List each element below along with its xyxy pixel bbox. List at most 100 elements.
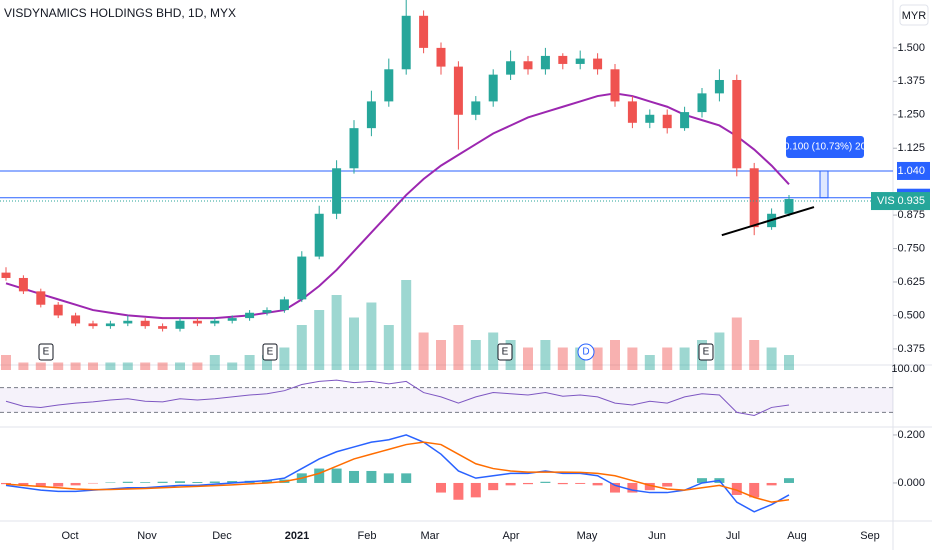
candle-body — [1, 272, 11, 278]
candle-body — [645, 114, 655, 123]
volume-bar — [366, 302, 377, 370]
volume-bar — [610, 340, 620, 370]
volume-bar — [35, 362, 46, 370]
candle-body — [314, 213, 324, 257]
candle-body — [697, 93, 707, 113]
macd-histogram — [262, 480, 272, 483]
y-tick-label: 0.200 — [897, 429, 925, 441]
macd-histogram — [731, 482, 742, 495]
event-marker[interactable] — [262, 343, 278, 361]
volume-bar — [175, 362, 185, 370]
x-tick-label: Feb — [358, 530, 377, 542]
candle-body — [732, 79, 742, 169]
measure-area — [819, 170, 829, 199]
macd-histogram — [523, 482, 533, 485]
candle-body — [53, 304, 63, 316]
candle-body — [784, 199, 794, 214]
y-tick-label: 1.375 — [897, 75, 925, 87]
x-tick-label: Dec — [212, 530, 232, 542]
macd-histogram — [18, 482, 29, 486]
volume-bar — [314, 310, 325, 370]
macd-histogram — [540, 481, 551, 483]
macd-histogram — [749, 482, 760, 498]
volume-bar — [331, 295, 342, 370]
candle-body — [279, 299, 289, 311]
y-tick-label: 1.125 — [897, 142, 925, 154]
candle-body — [488, 74, 498, 102]
y-tick-label: 0.500 — [897, 309, 925, 321]
volume-bar — [1, 355, 11, 370]
price-label-box — [897, 161, 930, 180]
measure-box — [786, 136, 864, 158]
macd-histogram — [366, 470, 377, 483]
currency-box[interactable] — [899, 4, 929, 26]
symbol-label: VIS — [877, 195, 895, 207]
macd-histogram — [122, 481, 133, 483]
macd-histogram — [610, 482, 620, 493]
candle-body — [506, 61, 516, 75]
volume-bar — [122, 362, 133, 370]
volume-bar — [488, 332, 499, 370]
candle-body — [210, 320, 220, 324]
moving-average — [5, 92, 790, 320]
macd-histogram — [592, 482, 603, 486]
event-marker[interactable] — [577, 343, 595, 361]
candle-body — [384, 69, 394, 102]
candle-body — [105, 323, 115, 327]
candle-body — [227, 318, 237, 321]
candle-body — [262, 310, 272, 313]
candle-body — [523, 61, 533, 70]
macd-histogram — [1, 482, 11, 485]
volume-bar — [140, 362, 151, 370]
macd-histogram — [209, 481, 220, 483]
macd-histogram — [470, 482, 481, 498]
chart-title: VISDYNAMICS HOLDINGS BHD, 1D, MYX — [4, 6, 236, 20]
volume-bar — [157, 362, 168, 370]
volume-bar — [540, 340, 551, 370]
y-tick-label: 0.000 — [897, 477, 925, 489]
currency[interactable]: MYR — [902, 10, 927, 22]
volume-bar — [279, 347, 290, 370]
macd-histogram — [697, 478, 707, 483]
volume-bar — [262, 355, 272, 370]
macd-line — [5, 434, 790, 513]
candle-body — [593, 58, 603, 70]
candle-body — [245, 312, 255, 319]
volume-bar — [70, 362, 81, 370]
macd-histogram — [227, 481, 238, 483]
volume-bar — [714, 332, 725, 370]
candle-body — [192, 320, 202, 324]
volume-bar — [436, 340, 446, 370]
volume-bar — [766, 347, 777, 370]
volume-bar — [662, 347, 673, 370]
event-marker[interactable] — [497, 343, 513, 361]
candle-body — [714, 79, 724, 94]
volume-bar — [749, 340, 760, 370]
candle-body — [453, 66, 463, 115]
macd-histogram — [436, 482, 446, 493]
volume-bar — [784, 355, 794, 370]
volume-bar — [731, 317, 742, 370]
event-label: D — [582, 347, 589, 358]
candle-body — [175, 320, 185, 329]
x-tick-label: Jun — [648, 530, 666, 542]
volume-bar — [679, 347, 690, 370]
candle-body — [71, 315, 81, 324]
trendline — [721, 206, 815, 237]
volume-bar — [557, 347, 568, 370]
candle-body — [540, 55, 550, 70]
candle-body — [158, 326, 168, 329]
x-tick-label: Aug — [787, 530, 807, 542]
x-tick-label: Nov — [137, 530, 157, 542]
event-marker[interactable] — [38, 343, 54, 361]
macd-histogram — [331, 468, 342, 483]
event-marker[interactable] — [698, 343, 714, 361]
candle-body — [401, 15, 411, 70]
candle-body — [18, 277, 28, 292]
rsi-line — [5, 379, 790, 417]
macd-histogram — [766, 482, 777, 486]
event-label: E — [267, 347, 274, 358]
macd-histogram — [70, 482, 81, 486]
